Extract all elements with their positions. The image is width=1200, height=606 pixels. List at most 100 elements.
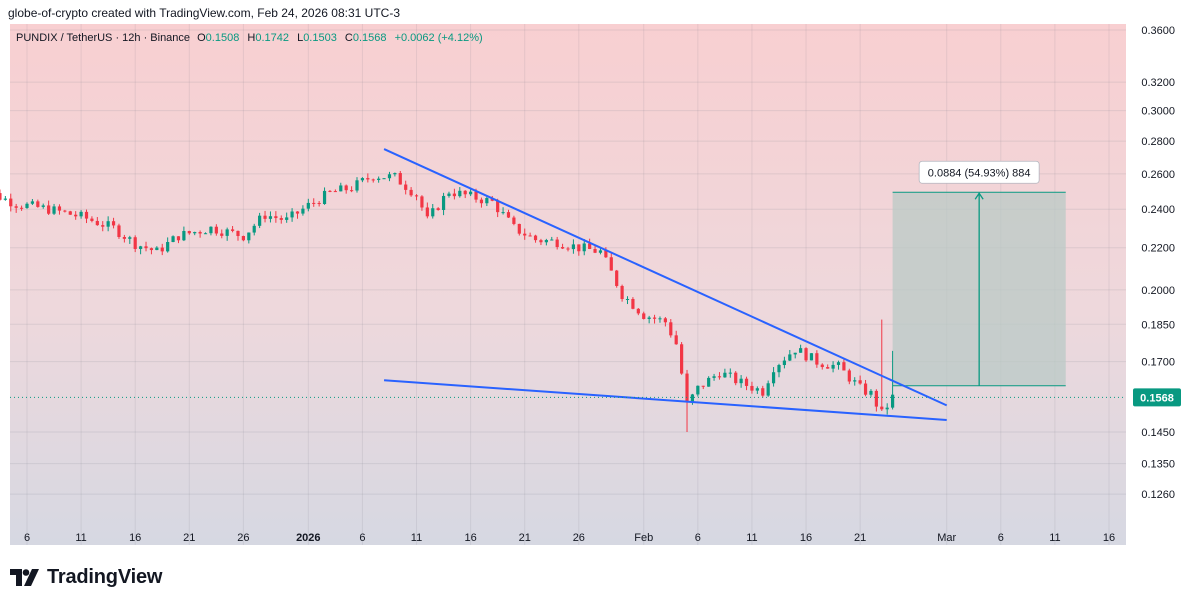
candle-body [680, 344, 684, 374]
candle [836, 360, 841, 370]
candle [111, 217, 116, 229]
candle [306, 198, 310, 212]
candle-body [880, 406, 884, 410]
candle [36, 199, 40, 208]
candle-body [863, 383, 868, 395]
price-tick-label: 0.1700 [1141, 357, 1175, 369]
candle [431, 203, 435, 219]
candle-body [836, 362, 841, 365]
close-value: 0.1568 [352, 32, 387, 44]
price-tick-label: 0.2400 [1141, 204, 1175, 216]
candle-body [728, 372, 732, 374]
candle [447, 191, 451, 198]
candle [863, 379, 868, 397]
candle-body [647, 317, 651, 319]
tradingview-logo-text: TradingView [47, 566, 163, 588]
candle-body [636, 308, 640, 314]
candle-body [95, 220, 99, 226]
candle [90, 216, 94, 223]
last-price-tag [1133, 388, 1181, 407]
price-tick-label: 0.2000 [1141, 285, 1175, 297]
candle-body [425, 207, 429, 217]
candle [203, 232, 208, 235]
candle-body [685, 373, 689, 403]
candle [263, 210, 267, 223]
candle [79, 210, 83, 219]
candle-body [858, 380, 862, 384]
time-axis: 6 11 16 21 26 2026 6 11 16 21 26 Feb 6 11 16 21 Mar 6 11 16 [24, 532, 1115, 544]
candle [593, 245, 597, 254]
candle-body [225, 229, 229, 236]
candle-body [84, 211, 89, 219]
candle [566, 246, 570, 252]
candle-body [555, 239, 559, 248]
candle-body [771, 372, 776, 384]
candle-body [544, 239, 548, 243]
candle [523, 228, 527, 240]
candle [755, 386, 759, 394]
candle-body [198, 232, 202, 234]
candle [441, 192, 446, 216]
time-tick-label: 11 [746, 532, 757, 544]
candle [739, 375, 743, 388]
candle-body [485, 198, 489, 204]
candle [290, 208, 294, 222]
candle [236, 230, 240, 241]
candle-body [290, 211, 294, 218]
candle-body [241, 236, 245, 241]
candle-body [799, 348, 803, 353]
candle [52, 203, 56, 215]
candle [598, 248, 603, 255]
time-tick-label: 11 [1049, 532, 1060, 544]
tradingview-logo[interactable]: TradingView [10, 566, 162, 589]
candle [777, 363, 781, 378]
candle-body [350, 190, 354, 192]
candle [398, 170, 402, 185]
candle [344, 184, 348, 194]
price-tick-label: 0.2200 [1141, 243, 1175, 255]
candle-body [696, 385, 700, 395]
candle [14, 203, 18, 213]
candle [350, 186, 354, 193]
candle-body [707, 377, 711, 387]
measure-label: 0.0884 (54.93%) 884 [928, 167, 1031, 179]
candle-body [804, 348, 808, 361]
candle [166, 237, 170, 253]
candle [420, 195, 424, 211]
candle [609, 253, 613, 271]
candle-body [317, 202, 321, 205]
candle [9, 193, 13, 212]
price-tick-label: 0.2600 [1141, 169, 1175, 181]
candle-body [301, 208, 305, 214]
open-value: 0.1508 [205, 32, 240, 44]
time-tick-label: 11 [411, 532, 422, 544]
candle [550, 236, 554, 241]
candle-body [155, 247, 159, 251]
candle-body [19, 207, 24, 209]
candle [761, 385, 765, 398]
candle [826, 364, 830, 369]
time-tick-label: 21 [519, 532, 531, 544]
time-tick-label: 16 [129, 532, 141, 544]
candle-body [615, 270, 619, 286]
candle-body [604, 250, 608, 258]
candles [0, 170, 895, 432]
candle-body [312, 202, 316, 204]
candle-body [847, 370, 851, 382]
candle [47, 200, 51, 215]
candle [782, 356, 786, 369]
candle [458, 187, 462, 198]
last-price-label: 0.1568 [1140, 392, 1174, 404]
candle [793, 352, 797, 359]
candle-body [322, 190, 327, 205]
time-tick-label: Feb [634, 532, 653, 544]
candle-body [111, 221, 116, 226]
candle [155, 246, 159, 251]
candle-body [652, 317, 657, 319]
candle [133, 235, 137, 253]
candle [0, 189, 2, 201]
candle-body [793, 352, 797, 355]
high-value: 0.1742 [255, 32, 289, 44]
candle [285, 212, 289, 223]
